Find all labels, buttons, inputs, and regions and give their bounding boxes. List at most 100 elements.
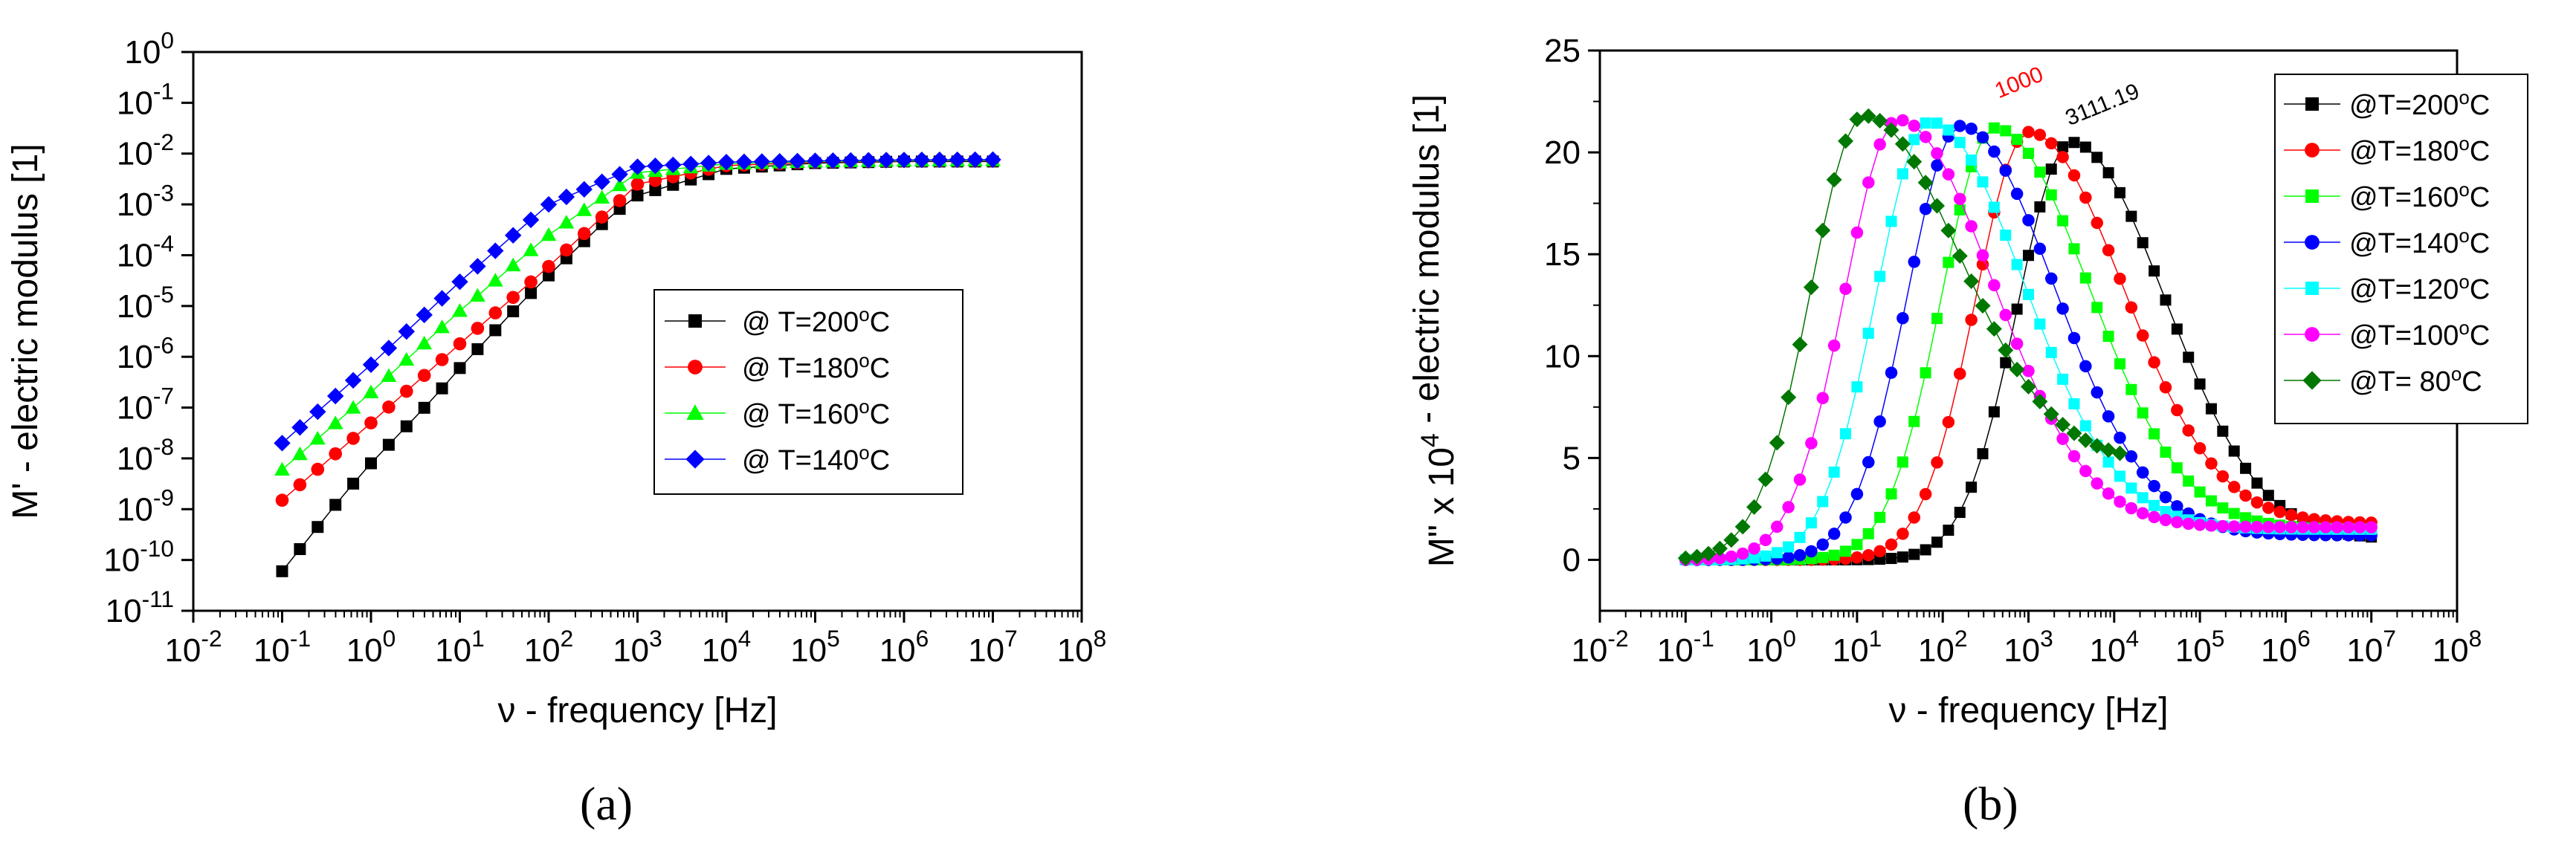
- data-point: [292, 446, 308, 461]
- data-point: [329, 499, 342, 511]
- data-point: [2354, 521, 2366, 533]
- data-point: [1931, 313, 1943, 325]
- data-point: [2034, 318, 2046, 330]
- data-point: [1977, 448, 1989, 460]
- data-point: [1759, 533, 1772, 547]
- data-point: [1897, 551, 1908, 563]
- data-point: [2262, 490, 2274, 502]
- data-point: [2342, 521, 2355, 533]
- legend-label: @T=180oC: [2349, 132, 2490, 167]
- data-point: [1862, 176, 1875, 189]
- data-point: [1677, 550, 1694, 566]
- data-point: [2011, 303, 2023, 315]
- data-point: [2262, 502, 2275, 514]
- data-point: [1931, 159, 1943, 172]
- data-point: [895, 152, 913, 169]
- data-point: [1954, 204, 1966, 215]
- data-point: [2228, 507, 2240, 519]
- data-point: [276, 565, 288, 577]
- data-point: [593, 173, 610, 190]
- data-point: [1827, 339, 1841, 352]
- data-point: [1828, 549, 1840, 561]
- data-point: [1976, 249, 1989, 262]
- data-point: [2296, 511, 2309, 524]
- data-point: [1954, 192, 1966, 205]
- caption-b: (b): [1963, 777, 2018, 830]
- data-point: [575, 181, 593, 198]
- data-point: [2022, 126, 2035, 138]
- y-tick-label: 10-1: [117, 78, 174, 122]
- data-point: [2022, 288, 2034, 300]
- data-point: [1828, 466, 1840, 478]
- data-point: [649, 184, 662, 196]
- data-point: [2020, 378, 2036, 395]
- data-point: [1988, 406, 2000, 418]
- data-point: [344, 372, 362, 389]
- data-point: [1976, 258, 1989, 271]
- x-tick-label: 107: [2346, 625, 2396, 669]
- data-point: [398, 322, 415, 340]
- data-point: [1885, 366, 1898, 379]
- data-point: [2055, 417, 2071, 433]
- legend-label: @T=140oC: [2349, 224, 2490, 259]
- y-tick-label: 10-7: [117, 383, 174, 426]
- data-point: [2079, 141, 2091, 153]
- data-point: [2217, 502, 2229, 514]
- data-point: [2010, 187, 2024, 201]
- data-point: [2285, 509, 2298, 522]
- peak-annotation: 3111.19: [2062, 79, 2143, 131]
- data-point: [913, 151, 931, 169]
- data-point: [735, 153, 753, 171]
- data-point: [1986, 321, 2002, 337]
- data-point: [2136, 329, 2149, 342]
- data-point: [613, 194, 627, 207]
- data-point: [2068, 243, 2080, 255]
- data-point: [807, 152, 824, 169]
- data-point: [594, 189, 610, 204]
- x-axis-label: ν - frequency [Hz]: [1888, 691, 2168, 730]
- data-point: [612, 177, 627, 192]
- data-point: [1874, 511, 1886, 523]
- x-tick-label: 108: [2433, 625, 2482, 669]
- data-point: [2125, 450, 2138, 463]
- data-point: [824, 152, 842, 169]
- data-point: [2057, 373, 2069, 385]
- data-point: [2171, 462, 2183, 474]
- legend-label: @ T=200oC: [742, 303, 890, 338]
- chart-a: 10-2 10-1 100 101 102 103 104 105 106 107 10810-11…: [6, 27, 1106, 730]
- data-point: [1771, 520, 1783, 533]
- data-point: [1711, 540, 1728, 557]
- x-tick-label: 10-1: [254, 625, 311, 669]
- y-tick-label: 10-6: [117, 331, 174, 375]
- data-point: [1885, 488, 1897, 500]
- y-tick-label: 10-11: [106, 586, 174, 629]
- y-tick-label: 0: [1563, 542, 1581, 578]
- x-tick-label: 10-1: [1657, 625, 1714, 669]
- data-point: [1746, 499, 1763, 515]
- data-point: [647, 158, 664, 175]
- data-point: [1815, 222, 1831, 239]
- data-point: [2159, 490, 2172, 504]
- data-point: [2079, 272, 2091, 284]
- data-point: [1700, 545, 1717, 562]
- y-tick-label: 10: [1544, 338, 1581, 374]
- data-point: [453, 337, 467, 351]
- data-point: [1839, 282, 1852, 295]
- data-point: [523, 242, 539, 256]
- data-point: [1919, 131, 1932, 143]
- data-point: [2331, 521, 2343, 533]
- data-point: [2194, 378, 2206, 390]
- data-point: [931, 151, 948, 169]
- data-point: [2227, 481, 2241, 493]
- x-tick-label: 100: [346, 625, 396, 669]
- data-point: [1998, 342, 2014, 358]
- data-point: [2240, 512, 2252, 524]
- data-point: [1872, 112, 1888, 129]
- x-tick-label: 105: [2175, 625, 2225, 669]
- data-point: [1908, 511, 1921, 524]
- data-point: [1883, 122, 1899, 138]
- data-point: [2148, 510, 2160, 524]
- data-point: [1803, 279, 1819, 296]
- data-point: [1850, 226, 1864, 239]
